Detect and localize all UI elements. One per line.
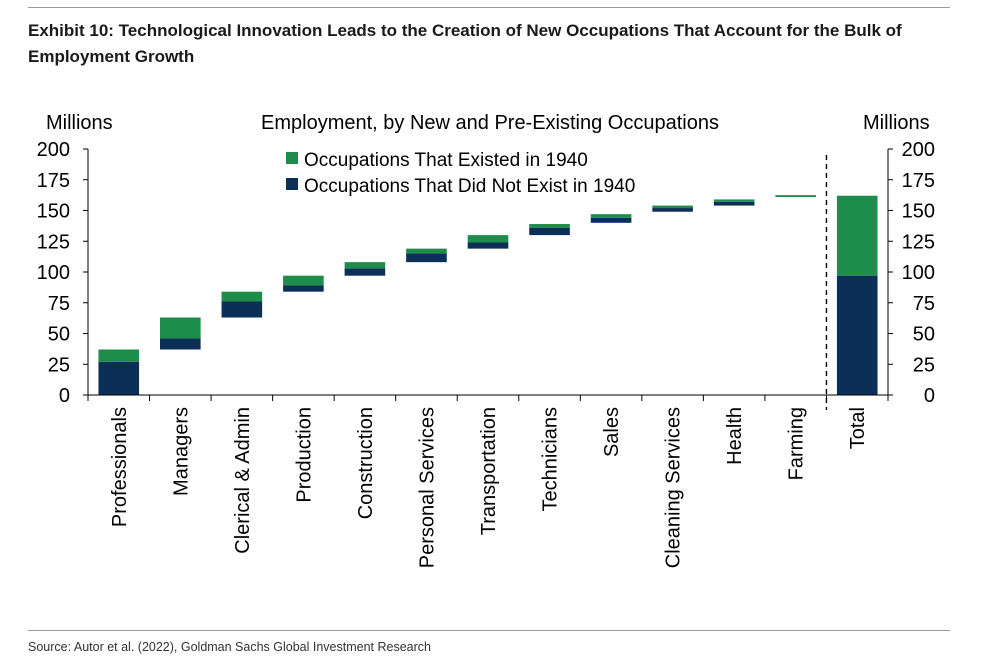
y-tick-label-left: 0 [59,385,70,407]
bar-new-total [836,275,878,395]
bar-new-sales [590,217,632,223]
legend: Occupations That Existed in 1940 Occupat… [286,150,635,197]
bar-existed-managers [160,317,201,339]
bar-existed-personal-services [406,248,447,254]
x-category-label: Construction [355,407,377,519]
y-tick-label-left: 50 [48,324,70,346]
bar-new-professionals [98,361,140,395]
exhibit-title: Exhibit 10: Technological Innovation Lea… [28,21,902,66]
y-tick-label-left: 100 [37,262,70,284]
y-tick-label-right: 100 [902,262,935,284]
bar-existed-health [713,199,755,202]
legend-swatch-existed [286,152,298,164]
y-tick-label-left: 200 [37,139,70,161]
x-category-label: Health [724,407,746,465]
y-tick-label-left: 25 [48,354,70,376]
bar-existed-sales [590,214,632,218]
x-category-label: Technicians [540,407,562,512]
y-tick-label-right: 25 [913,354,935,376]
bar-existed-farming [775,195,816,197]
legend-label-new: Occupations That Did Not Exist in 1940 [304,176,635,197]
x-category-label: Production [293,407,315,503]
bar-new-clerical-admin [221,301,263,318]
x-category-label: Transportation [478,407,500,535]
y-tick-label-right: 175 [902,170,935,192]
bar-existed-total [836,195,878,276]
bar-new-transportation [467,242,509,249]
x-category-label: Professionals [109,407,131,527]
top-rule [28,7,950,8]
bar-new-managers [160,338,201,350]
y-axis-left-label: Millions [46,112,113,134]
bar-existed-construction [344,262,386,269]
bottom-rule [28,630,950,631]
y-tick-label-right: 200 [902,139,935,161]
y-axis-right-label: Millions [863,112,930,134]
y-tick-label-left: 175 [37,170,70,192]
y-tick-label-right: 125 [902,231,935,253]
y-tick-label-right: 75 [913,293,935,315]
chart-title: Employment, by New and Pre-Existing Occu… [261,112,719,134]
bar-existed-production [283,275,324,286]
y-tick-label-right: 150 [902,201,935,223]
y-tick-label-left: 125 [37,231,70,253]
bar-new-personal-services [406,253,447,263]
legend-swatch-new [286,178,298,190]
bar-existed-transportation [467,235,509,243]
x-category-label: Clerical & Admin [232,407,254,554]
bar-new-production [283,285,324,292]
bar-new-health [713,201,755,206]
y-tick-label-right: 50 [913,324,935,346]
bar-existed-cleaning-services [652,205,693,209]
bar-new-construction [344,268,386,276]
y-tick-label-right: 0 [924,385,935,407]
x-category-label: Personal Services [416,407,438,568]
x-category-label: Managers [170,407,192,496]
x-category-label: Sales [601,407,623,457]
bar-existed-technicians [529,224,570,228]
legend-label-existed: Occupations That Existed in 1940 [304,150,588,171]
y-tick-label-left: 75 [48,293,70,315]
x-category-label: Total [847,407,869,449]
source-note: Source: Autor et al. (2022), Goldman Sac… [28,640,431,654]
x-category-label: Farming [786,407,808,480]
bar-existed-professionals [98,349,140,362]
bar-new-technicians [529,227,570,236]
bar-existed-clerical-admin [221,291,263,302]
x-category-label: Cleaning Services [663,407,685,568]
y-tick-label-left: 150 [37,201,70,223]
bar-new-cleaning-services [652,208,693,212]
